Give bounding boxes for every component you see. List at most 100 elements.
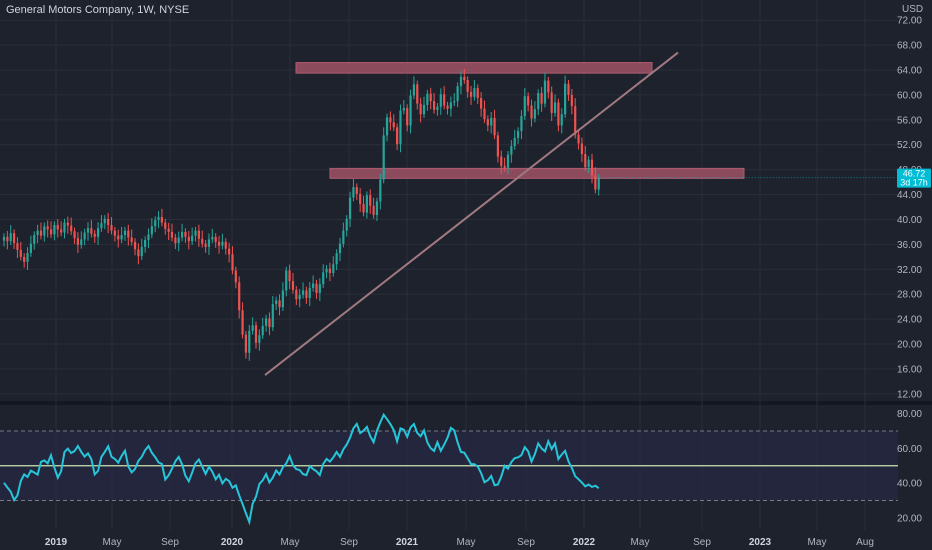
candle-body [36,230,39,236]
candle-body [396,127,399,145]
candle-body [422,104,426,115]
candle-body [264,318,268,326]
candle-body [76,238,80,245]
chart-title: General Motors Company, 1W, NYSE [6,4,190,16]
candle-body [56,225,59,230]
candle-body [291,281,295,290]
candle-body [174,237,177,244]
candle-body [217,241,221,246]
candle-body [493,117,496,136]
candle-body [459,76,463,87]
candle-body [332,264,335,273]
candle-body [486,119,489,126]
candle-body [244,334,248,353]
price-tick-label: 72.00 [897,16,922,27]
candle-body [570,94,573,107]
candle-body [325,268,328,273]
candle-body [439,94,442,107]
candle-body [345,218,348,231]
candle-body [39,230,43,236]
candle-body [224,241,227,249]
candle-body [140,246,143,257]
candle-body [120,235,123,240]
time-tick-label: May [457,537,476,548]
candle-body [402,108,405,111]
rsi-tick-label: 40.00 [897,479,922,490]
price-tick-label: 60.00 [897,90,922,101]
zone-resistance [295,62,653,74]
candle-body [60,229,63,233]
candle-body [70,225,73,232]
candle-body [66,222,69,226]
candle-body [113,230,116,236]
candle-body [278,300,281,308]
time-tick-label: May [281,537,300,548]
candle-body [496,135,500,157]
candle-body [231,254,234,271]
candle-body [409,95,412,126]
time-tick-label: 2023 [749,537,772,548]
candle-body [288,270,291,282]
candle-body [537,93,540,110]
candle-body [144,239,147,247]
candle-body [133,241,137,250]
candle-body [584,154,587,168]
candle-body [312,283,315,288]
candle-body [567,83,570,95]
candle-body [432,101,436,110]
candle-body [26,253,29,262]
candle-body [103,218,106,224]
candle-body [285,270,288,291]
candle-body [207,239,211,247]
candle-body [362,203,365,213]
price-tag-value: 46.72 [903,169,926,179]
candle-body [379,179,382,202]
candle-body [560,114,563,126]
price-axis: 12.00 16.00 20.00 24.00 28.00 32.00 36.00 40.00… [897,16,922,525]
candle-body [416,84,419,104]
candle-body [254,325,258,343]
candle-body [197,230,200,239]
candle-body [86,228,90,233]
candle-body [154,220,157,227]
candle-body [476,88,479,99]
candle-body [164,222,167,229]
candle-body [281,290,284,308]
candle-body [23,256,26,262]
time-tick-label: Sep [693,537,711,548]
candle-body [426,93,429,105]
rsi-pane [0,412,898,526]
candle-body [137,249,140,257]
candles [2,68,600,361]
candle-body [298,294,301,300]
price-tick-label: 52.00 [897,140,922,151]
candle-body [33,235,36,244]
candle-body [275,300,278,305]
candle-body [385,117,389,136]
candle-body [564,83,567,115]
candle-body [399,110,402,145]
candle-body [80,239,83,245]
candle-body [201,238,204,244]
candle-body [382,135,385,180]
candle-body [516,131,520,138]
candle-body [322,272,325,285]
candle-body [419,103,422,115]
price-tick-label: 56.00 [897,115,922,126]
candle-body [540,93,543,104]
candle-body [241,310,244,335]
candle-body [375,201,379,216]
candle-body [160,216,164,223]
candle-body [268,318,271,328]
candle-body [100,223,103,229]
candle-body [214,236,217,242]
candle-body [107,218,110,226]
candle-body [234,270,237,283]
candle-body [580,143,584,155]
candle-body [389,117,392,123]
candle-body [443,94,446,106]
candle-body [177,237,180,244]
candle-body [180,231,184,238]
time-axis: 2019 May Sep 2020 May Sep 2021 May Sep 2022 May Sep… [45,537,874,548]
